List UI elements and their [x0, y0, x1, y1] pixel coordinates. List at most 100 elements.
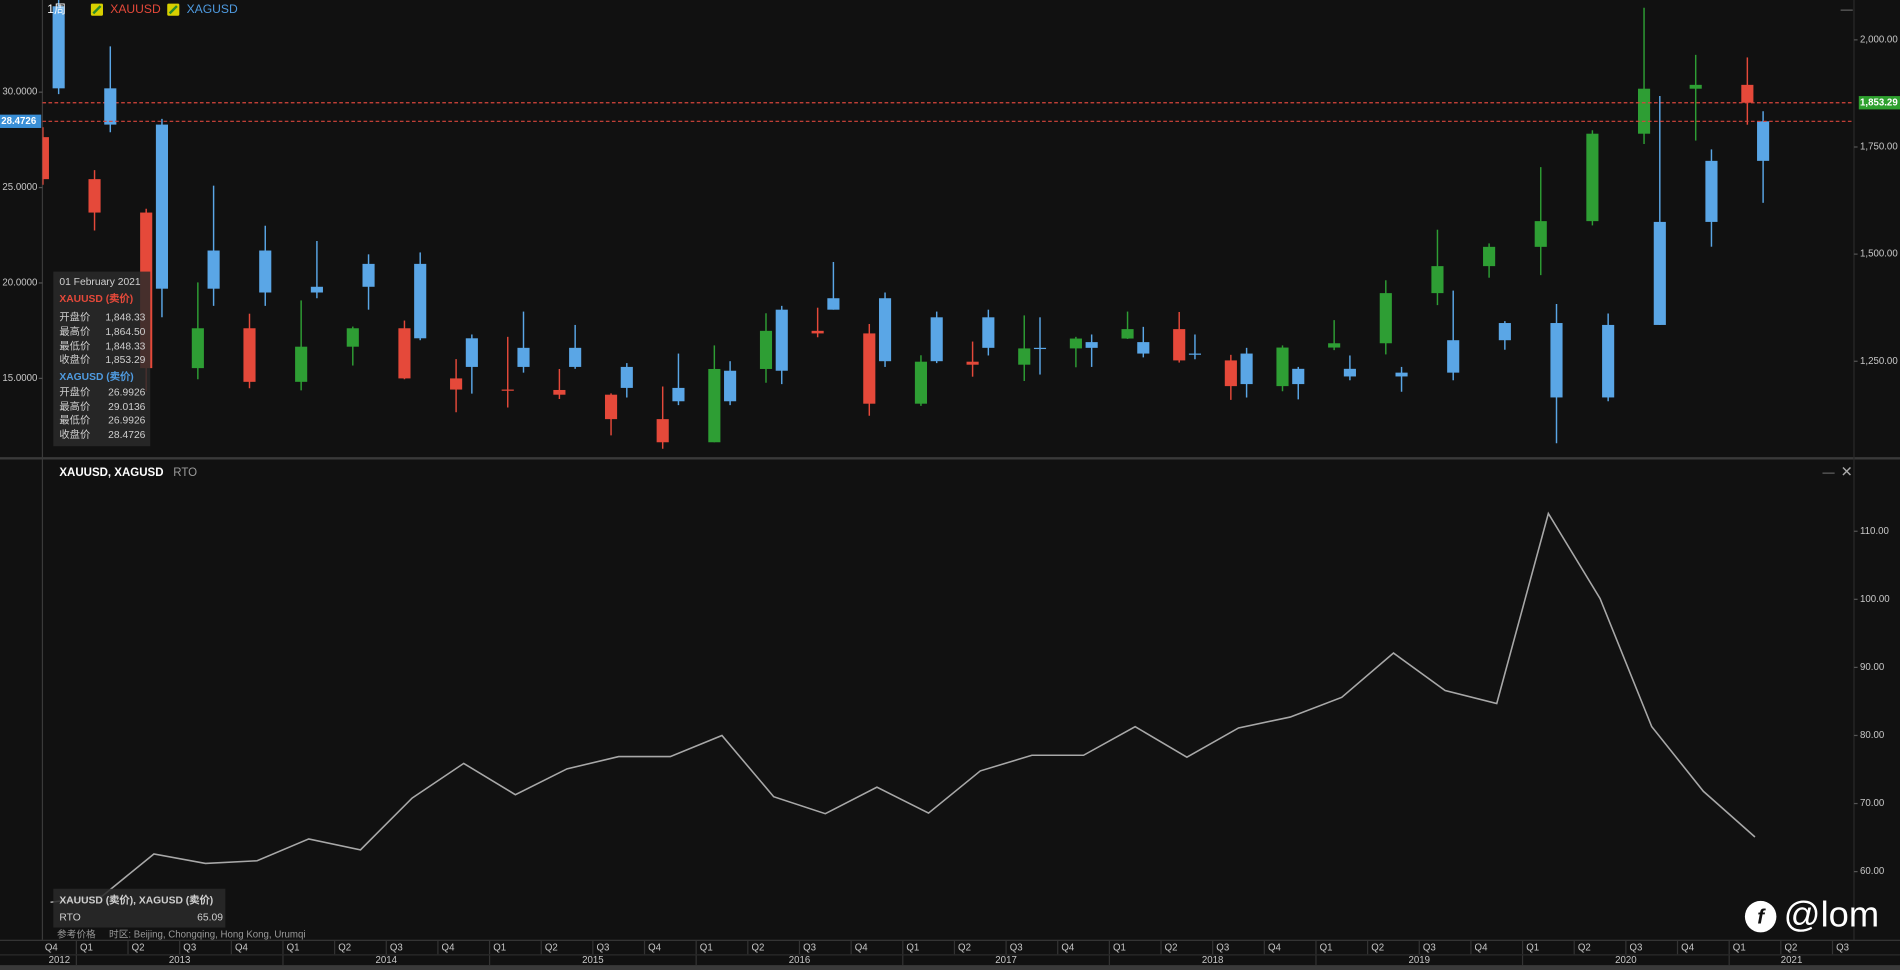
candle-body: [1498, 323, 1511, 341]
year-label: 2017: [995, 955, 1017, 966]
candle-body: [1586, 133, 1599, 222]
minimize-button[interactable]: —: [1822, 465, 1835, 479]
x-tick-label: Q4: [442, 943, 456, 954]
x-tick-label: Q1: [80, 943, 93, 954]
candle-body: [259, 250, 272, 293]
candle-body: [672, 387, 685, 402]
y2-tick-label: 1,750.00: [1860, 142, 1898, 153]
candle-body: [553, 389, 566, 395]
candle-body: [914, 361, 928, 404]
x-tick-label: Q3: [1010, 943, 1023, 954]
info-label: 最低价: [59, 339, 90, 352]
candle-body: [501, 389, 514, 391]
info-value: 1,864.50: [105, 327, 145, 338]
x-tick-label: Q2: [1371, 943, 1384, 954]
watermark: f @lom: [1744, 893, 1879, 934]
candle-body: [708, 368, 721, 443]
year-label: 2020: [1615, 955, 1637, 966]
candle-body: [982, 317, 995, 348]
price-tag: [0, 114, 42, 128]
candle-body: [620, 366, 633, 388]
candle-body: [243, 328, 256, 382]
x-tick-label: Q3: [183, 943, 196, 954]
candle-body: [207, 250, 220, 289]
candle-body: [1705, 160, 1718, 222]
candle-body: [1121, 329, 1134, 339]
info-value: 26.9926: [108, 388, 145, 399]
candle-body: [52, 6, 65, 89]
candle-body: [1602, 324, 1615, 398]
candle-body: [42, 137, 49, 180]
y-tick-label: 110.00: [1860, 526, 1890, 537]
scrollbar[interactable]: [0, 965, 1900, 970]
info-label: 收盘价: [59, 428, 90, 441]
x-tick-label: Q4: [1061, 943, 1075, 954]
ratio-title: XAUUSD, XAGUSD: [59, 467, 163, 479]
x-tick-label: Q3: [597, 943, 610, 954]
x-tick-label: Q2: [132, 943, 145, 954]
watermark-logo: [1744, 900, 1777, 933]
ratio-info-box: XAUUSD (卖价), XAGUSD (卖价) RTO 65.09: [53, 888, 226, 928]
candle-body: [1653, 221, 1666, 325]
candle-body: [811, 330, 824, 334]
x-tick-label: Q3: [390, 943, 403, 954]
y-tick-label: 60.00: [1860, 866, 1885, 877]
candle-body: [346, 328, 359, 347]
candle-body: [465, 338, 478, 367]
y2-tick-label: 1,500.00: [1860, 249, 1898, 260]
x-tick-label: Q2: [1165, 943, 1178, 954]
x-tick-label: Q4: [648, 943, 662, 954]
x-tick-label: Q3: [1630, 943, 1643, 954]
x-tick-label: Q4: [1681, 943, 1695, 954]
candle-body: [1173, 329, 1186, 361]
candle-body: [88, 179, 101, 213]
info-label: 开盘价: [59, 310, 90, 323]
info-value: 1,853.29: [105, 355, 145, 366]
year-label: 2013: [169, 955, 191, 966]
candle-body: [295, 346, 308, 382]
info-value: 29.0136: [108, 402, 145, 413]
x-tick-label: Q1: [1526, 943, 1539, 954]
candle-body: [517, 347, 530, 367]
x-tick-label: Q4: [1475, 943, 1489, 954]
year-label: 2014: [375, 955, 397, 966]
x-tick-label: Q2: [751, 943, 764, 954]
legend-label: XAUUSD: [110, 2, 161, 16]
y-tick-label: 25.0000: [2, 182, 38, 193]
info-label: 最高价: [59, 325, 90, 338]
y-tick-label: 20.0000: [2, 278, 38, 289]
x-tick-label: Q4: [235, 943, 249, 954]
candle-body: [1637, 88, 1651, 134]
candle-body: [759, 330, 773, 369]
candle-body: [1224, 360, 1237, 387]
candle-body: [398, 328, 411, 379]
x-tick-label: Q2: [1784, 943, 1797, 954]
x-tick-label: Q1: [287, 943, 300, 954]
interval[interactable]: 1周: [47, 2, 66, 16]
candle-body: [310, 286, 323, 293]
ratio-subtitle: RTO: [173, 467, 197, 479]
info-value: 1,848.33: [105, 341, 145, 352]
info-background: [53, 271, 151, 447]
candle-body: [1085, 342, 1098, 348]
minimize-button[interactable]: —: [1841, 2, 1854, 16]
candle-body: [878, 298, 892, 362]
x-tick-label: Q4: [45, 943, 59, 954]
candle-body: [1689, 84, 1702, 89]
close-button[interactable]: ✕: [1841, 465, 1853, 481]
year-label: 2021: [1781, 955, 1803, 966]
candle-body: [966, 361, 979, 365]
x-tick-label: Q1: [700, 943, 713, 954]
reference-price: 参考价格: [57, 927, 96, 940]
year-label: 2016: [789, 955, 811, 966]
candle-body: [1757, 121, 1770, 161]
x-tick-label: Q2: [1578, 943, 1591, 954]
candle-body: [656, 419, 669, 443]
ratio-panel: [50, 511, 1756, 904]
candle-body: [1328, 343, 1341, 348]
x-tick-label: Q1: [906, 943, 919, 954]
candle-body: [1033, 347, 1047, 350]
candle-body: [1188, 353, 1202, 355]
info-label: 最高价: [59, 400, 90, 413]
candle-body: [775, 309, 788, 371]
